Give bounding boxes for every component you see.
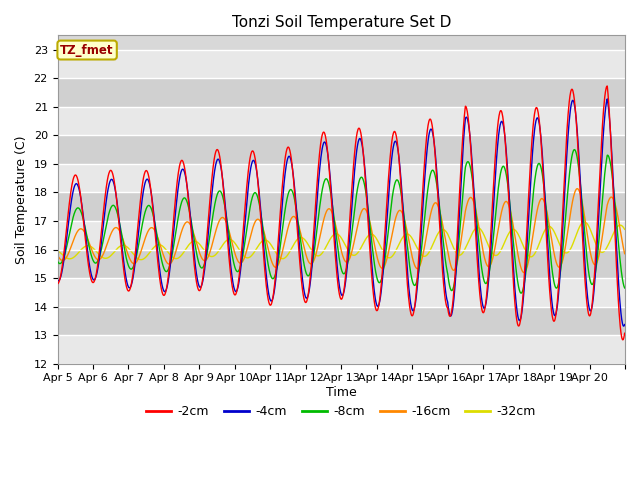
Bar xyxy=(58,307,625,335)
Bar xyxy=(58,221,625,250)
Legend: -2cm, -4cm, -8cm, -16cm, -32cm: -2cm, -4cm, -8cm, -16cm, -32cm xyxy=(141,400,541,423)
Bar xyxy=(58,192,625,221)
Bar xyxy=(58,278,625,307)
Bar xyxy=(58,49,625,78)
Bar xyxy=(58,78,625,107)
Bar xyxy=(58,107,625,135)
Bar xyxy=(58,335,625,364)
Y-axis label: Soil Temperature (C): Soil Temperature (C) xyxy=(15,135,28,264)
X-axis label: Time: Time xyxy=(326,386,356,399)
Bar xyxy=(58,250,625,278)
Bar xyxy=(58,135,625,164)
Title: Tonzi Soil Temperature Set D: Tonzi Soil Temperature Set D xyxy=(232,15,451,30)
Text: TZ_fmet: TZ_fmet xyxy=(60,44,114,57)
Bar xyxy=(58,164,625,192)
